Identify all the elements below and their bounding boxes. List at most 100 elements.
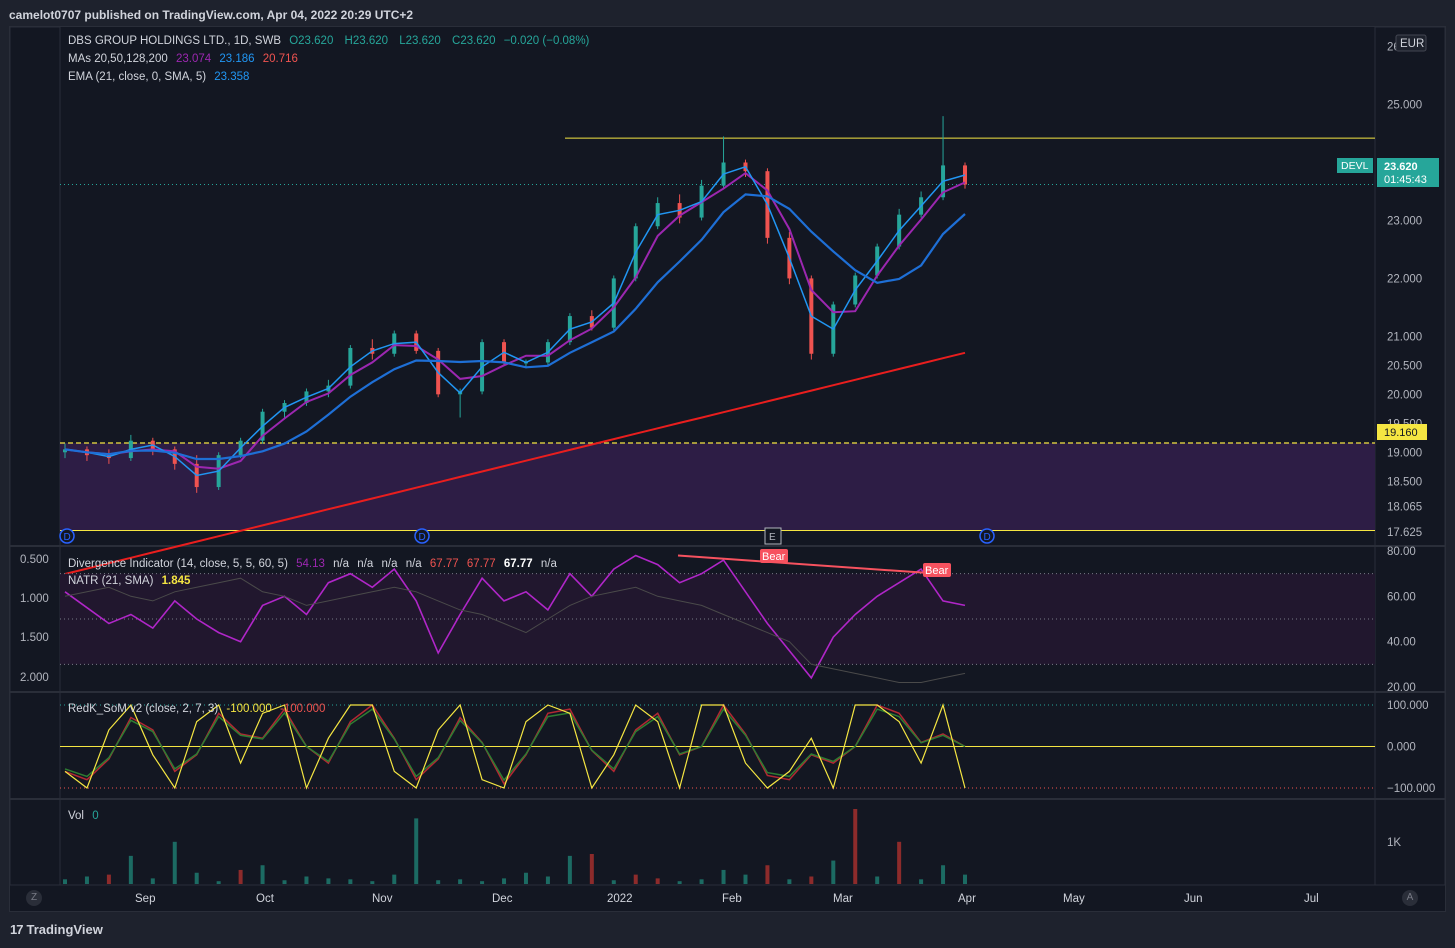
earnings-marker xyxy=(764,527,782,545)
bear-badge xyxy=(760,549,788,563)
divergence-tick-label: 20.00 xyxy=(1387,682,1416,694)
price-tick-label: 18.065 xyxy=(1387,501,1422,513)
volume-bar xyxy=(853,809,858,884)
divergence-tick-label: 60.00 xyxy=(1387,591,1416,603)
volume-bar xyxy=(897,841,902,884)
candle-body xyxy=(63,449,67,453)
price-tick-label: 18.500 xyxy=(1387,476,1422,488)
main-legend-line1[interactable]: DBS GROUP HOLDINGS LTD., 1D, SWB O23.620… xyxy=(68,35,594,47)
ma200-line xyxy=(64,351,966,575)
volume-bar xyxy=(919,879,924,884)
divergence-legend[interactable]: Divergence Indicator (14, close, 5, 5, 6… xyxy=(68,558,562,570)
volume-bar xyxy=(941,865,946,884)
volume-bar xyxy=(172,841,177,884)
close-value: C23.620 xyxy=(452,35,496,47)
main-legend-ema[interactable]: EMA (21, close, 0, SMA, 5) 23.358 xyxy=(68,71,254,83)
dividend-marker-label: D xyxy=(64,532,71,543)
volume-bar xyxy=(326,878,331,884)
footer-bar xyxy=(0,912,1455,948)
volume-bar xyxy=(414,818,419,884)
div-na-5: n/a xyxy=(540,558,557,570)
ma50-line xyxy=(64,193,966,461)
time-axis-label: Feb xyxy=(722,893,742,905)
price-tick-label: 20.000 xyxy=(1387,389,1422,401)
price-tick-label: 23.000 xyxy=(1387,215,1422,227)
div-value-2: 67.77 xyxy=(429,558,459,570)
smi-value-2: -100.000 xyxy=(280,703,326,715)
time-axis-label: Jul xyxy=(1304,893,1319,905)
divergence-tick-label: 40.00 xyxy=(1387,637,1416,649)
level-price-label: 19.160 xyxy=(1384,427,1418,439)
natr-value: 1.845 xyxy=(161,575,191,587)
ema-label[interactable]: EMA (21, close, 0, SMA, 5) xyxy=(68,71,207,83)
volume-bar xyxy=(589,854,594,884)
price-tick-label: 21.000 xyxy=(1387,331,1422,343)
volume-bar xyxy=(84,876,89,884)
bear-badge-label: Bear xyxy=(762,551,786,563)
ma20-line xyxy=(64,171,966,470)
open-value: O23.620 xyxy=(289,35,334,47)
countdown-label: 01:45:43 xyxy=(1384,174,1427,186)
smi-tick-label: −100.000 xyxy=(1387,783,1435,795)
divergence-tick-label: 80.00 xyxy=(1387,546,1416,558)
volume-label[interactable]: Vol xyxy=(68,810,84,822)
smi-tick-label: 100.000 xyxy=(1387,700,1429,712)
smi-legend[interactable]: RedK_SoM v2 (close, 2, 7, 3) -100.000 -1… xyxy=(68,703,330,715)
natr-tick-label: 1.500 xyxy=(20,632,49,644)
auto-scale-button[interactable]: A xyxy=(1402,890,1418,906)
high-value: H23.620 xyxy=(344,35,389,47)
chart-frame[interactable]: 2625.00024.00023.00022.00021.00020.50020… xyxy=(9,26,1446,912)
volume-bar xyxy=(63,879,67,884)
smi-value-1: -100.000 xyxy=(226,703,272,715)
div-value-1: 54.13 xyxy=(296,558,325,570)
devl-badge xyxy=(1337,158,1373,173)
ma50-value: 23.186 xyxy=(219,53,255,65)
volume-bar xyxy=(875,876,880,884)
dividend-marker xyxy=(414,528,430,544)
change-value: −0.020 (−0.08%) xyxy=(503,35,590,47)
ma200-value: 20.716 xyxy=(262,53,298,65)
last-price-label: 23.620 xyxy=(1384,161,1418,173)
volume-bar xyxy=(150,878,155,884)
price-tick-label: 20.500 xyxy=(1387,360,1422,372)
dividend-marker xyxy=(59,528,75,544)
last-price-badge xyxy=(1377,158,1439,187)
time-axis-label: Dec xyxy=(492,893,513,905)
natr-label[interactable]: NATR (21, SMA) xyxy=(68,575,154,587)
smi-signal-line xyxy=(64,703,966,786)
main-legend-mas[interactable]: MAs 20,50,128,200 23.074 23.186 20.716 xyxy=(68,53,303,65)
price-tick-label: 25.000 xyxy=(1387,100,1422,112)
mas-label[interactable]: MAs 20,50,128,200 xyxy=(68,53,168,65)
left-axis-panel xyxy=(10,27,61,886)
volume-bar xyxy=(392,874,397,884)
tradingview-logo[interactable]: 17 TradingView xyxy=(10,922,103,937)
tradingview-logo-icon: 17 xyxy=(10,922,24,937)
volume-bar xyxy=(809,876,814,884)
bear-divergence-line xyxy=(677,554,939,575)
volume-bar xyxy=(699,879,704,884)
div-na-4: n/a xyxy=(405,558,422,570)
time-axis-label: Sep xyxy=(135,893,155,905)
price-tick-label: 22.000 xyxy=(1387,273,1422,285)
symbol-title[interactable]: DBS GROUP HOLDINGS LTD., 1D, SWB xyxy=(68,35,282,47)
rsi-band xyxy=(60,573,1375,665)
volume-bar xyxy=(633,874,638,884)
time-axis-label: Nov xyxy=(372,893,393,905)
volume-bar xyxy=(502,878,507,884)
volume-bar xyxy=(194,872,199,884)
volume-legend[interactable]: Vol 0 xyxy=(68,810,104,822)
bear-badge xyxy=(923,563,951,577)
chart-canvas[interactable]: 2625.00024.00023.00022.00021.00020.50020… xyxy=(10,27,1445,911)
ema21-line xyxy=(64,165,966,477)
natr-legend[interactable]: NATR (21, SMA) 1.845 xyxy=(68,575,195,587)
time-axis-label: Oct xyxy=(256,893,275,905)
zoom-reset-button[interactable]: Z xyxy=(26,890,42,906)
divergence-label[interactable]: Divergence Indicator (14, close, 5, 5, 6… xyxy=(68,558,288,570)
volume-bar xyxy=(765,865,770,884)
volume-bar xyxy=(458,879,463,884)
div-value-4: 67.77 xyxy=(503,558,533,570)
support-zone xyxy=(60,443,1375,531)
volume-bar xyxy=(106,874,111,884)
smi-label[interactable]: RedK_SoM v2 (close, 2, 7, 3) xyxy=(68,703,219,715)
volume-bar xyxy=(480,881,485,884)
